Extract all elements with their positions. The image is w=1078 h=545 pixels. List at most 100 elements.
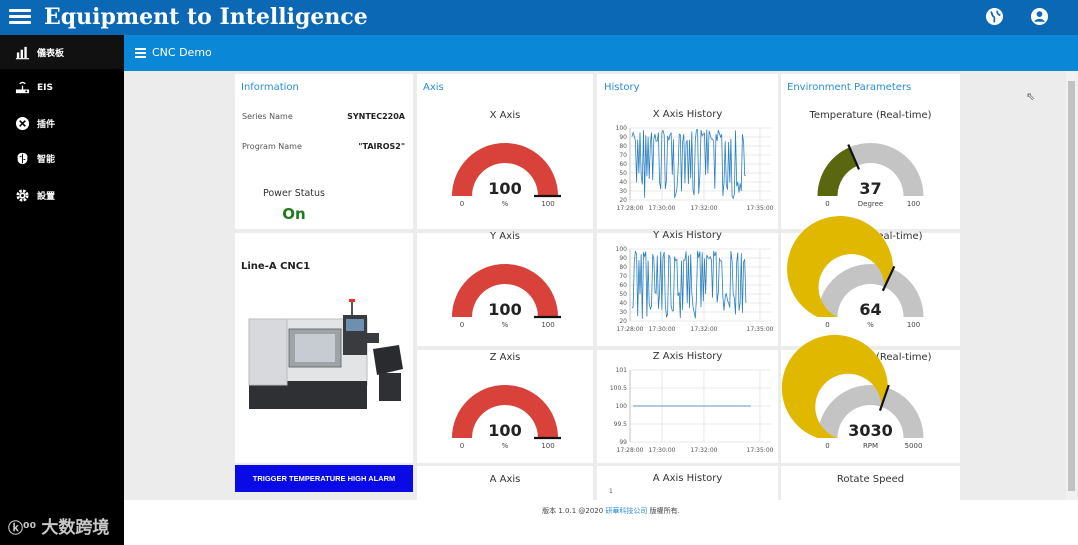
a-axis-title: A Axis xyxy=(489,474,521,485)
history-series-line xyxy=(631,250,747,319)
machine-card: Line-A CNC1 xyxy=(235,233,413,463)
network-icon xyxy=(15,81,30,93)
gear-icon xyxy=(16,188,29,202)
series-name-value: SYNTEC220A xyxy=(347,112,405,121)
axis-card-2 xyxy=(417,233,593,346)
watermark-logo: ⓚ⁰⁰ 大数跨境 xyxy=(8,513,109,538)
footer-company-link[interactable]: 研華科技公司 xyxy=(605,507,648,515)
z-axis-history-chart: Z Axis History 101 100.5 100 99.5 99 17:28:00… xyxy=(597,351,778,457)
sidebar-item-label: EIS xyxy=(37,83,53,93)
x-tick-label: 17:28:00 xyxy=(617,447,644,454)
program-name-label: Program Name xyxy=(242,142,302,151)
x-tick-label: 17:35:00 xyxy=(747,447,774,454)
gauge-fill xyxy=(781,334,888,438)
x-tick-label: 17:30:00 xyxy=(649,326,676,333)
sidebar-item-label: 插件 xyxy=(37,119,56,130)
y-tick-label: 50 xyxy=(619,291,627,298)
y-tick-label: 101 xyxy=(616,367,628,374)
plugin-icon xyxy=(15,116,30,130)
history-card-3 xyxy=(597,350,778,463)
y-tick-label: 90 xyxy=(619,134,627,141)
axis-card-4: A Axis xyxy=(417,466,593,500)
y-tick-label: 90 xyxy=(619,255,627,262)
y-tick-label: 99.5 xyxy=(614,421,628,428)
sidebar-item-label: 設置 xyxy=(37,191,56,202)
gauge-fill xyxy=(452,385,558,438)
hamburger-menu-icon[interactable] xyxy=(9,6,31,28)
account-icon[interactable] xyxy=(1030,7,1049,26)
gauge-value: 100 xyxy=(488,421,521,440)
a-axis-history-title: A Axis History xyxy=(652,473,723,484)
y-tick-label: 40 xyxy=(619,179,627,186)
axis-group-title: Axis xyxy=(423,82,444,93)
trigger-alarm-button[interactable]: TRIGGER TEMPERATURE HIGH ALARM xyxy=(235,465,413,492)
gauge-unit: Degree xyxy=(858,200,883,208)
y-tick-label: 70 xyxy=(619,152,627,159)
gauge-value: 100 xyxy=(488,179,521,198)
watermark-text: 大数跨境 xyxy=(41,518,110,538)
chart-title: Z Axis History xyxy=(652,351,723,362)
page-menu-icon[interactable] xyxy=(135,48,146,58)
environment-group-title: Environment Parameters xyxy=(787,82,912,93)
scrollbar-thumb[interactable] xyxy=(1068,81,1075,491)
gauge-max-label: 100 xyxy=(907,321,920,329)
globe-icon[interactable] xyxy=(985,7,1004,26)
x-tick-label: 17:35:00 xyxy=(747,326,774,333)
history-group-title: History xyxy=(604,82,640,93)
footer-text: 版本 1.0.1 @2020 研華科技公司 版權所有. xyxy=(124,506,1078,516)
content-scrollbar[interactable] xyxy=(1066,71,1077,500)
power-status-value: On xyxy=(282,205,306,223)
y-tick-label: 30 xyxy=(619,309,627,316)
gauge-min-label: 0 xyxy=(825,200,829,208)
gauge-unit: % xyxy=(502,442,509,450)
page-title: CNC Demo xyxy=(152,46,212,59)
sidebar-item-label: 智能 xyxy=(37,154,56,165)
a-axis-history-tick: 1 xyxy=(609,488,613,495)
sidebar-item-dashboard[interactable]: 儀表板 xyxy=(0,35,124,69)
power-status-label: Power Status xyxy=(262,188,325,199)
watermark-mark: ⓚ⁰⁰ xyxy=(8,519,42,537)
program-name-value: "TAIROS2" xyxy=(358,142,405,151)
gauge-max-label: 100 xyxy=(541,442,554,450)
x-tick-label: 17:30:00 xyxy=(649,205,676,212)
axis-card-3 xyxy=(417,350,593,463)
info-group-title: Information xyxy=(241,82,299,93)
gauge-unit: % xyxy=(867,321,874,329)
gauge-fill xyxy=(452,264,558,317)
temperature-gauge: Temperature (Real-time) 37 Degree 0 100 xyxy=(781,110,960,216)
cnc-machine-image xyxy=(248,299,403,409)
top-bar: Equipment to Intelligence xyxy=(0,0,1078,35)
x-tick-label: 17:28:00 xyxy=(617,326,644,333)
y-tick-label: 99 xyxy=(619,439,627,446)
y-tick-label: 80 xyxy=(619,264,627,271)
machine-title: Line-A CNC1 xyxy=(241,261,311,272)
x-tick-label: 17:28:00 xyxy=(617,205,644,212)
gauge-max-label: 5000 xyxy=(905,442,923,450)
gauge-title: Z Axis xyxy=(489,352,521,363)
gauge-title: Temperature (Real-time) xyxy=(809,110,932,121)
sidebar: 儀表板 EIS 插件 智能 設置 xyxy=(0,35,124,545)
sidebar-item-intelligence[interactable]: 智能 xyxy=(0,141,124,175)
x-tick-label: 17:32:00 xyxy=(691,447,718,454)
y-tick-label: 30 xyxy=(619,188,627,195)
gauge-min-label: 0 xyxy=(460,321,464,329)
y-tick-label: 20 xyxy=(619,318,627,325)
y-tick-label: 50 xyxy=(619,170,627,177)
gauge-needle xyxy=(847,144,860,170)
app-title: Equipment to Intelligence xyxy=(44,4,368,30)
y-axis-history-chart: Y Axis History 100 90 80 70 60 50 40 30 20 17:28:… xyxy=(597,230,778,336)
page-header: CNC Demo xyxy=(124,35,1078,71)
gauge-min-label: 0 xyxy=(825,321,829,329)
gauge-track xyxy=(817,264,924,317)
sidebar-item-plugins[interactable]: 插件 xyxy=(0,106,124,140)
sidebar-item-settings[interactable]: 設置 xyxy=(0,178,124,212)
history-card-4: A Axis History 1 xyxy=(597,466,778,500)
gauge-title: Y Axis xyxy=(489,231,521,242)
gauge-unit: % xyxy=(502,321,509,329)
x-tick-label: 17:32:00 xyxy=(691,205,718,212)
gauge-value: 100 xyxy=(488,300,521,319)
gauge-max-label: 100 xyxy=(907,200,920,208)
sidebar-item-eis[interactable]: EIS xyxy=(0,71,124,105)
